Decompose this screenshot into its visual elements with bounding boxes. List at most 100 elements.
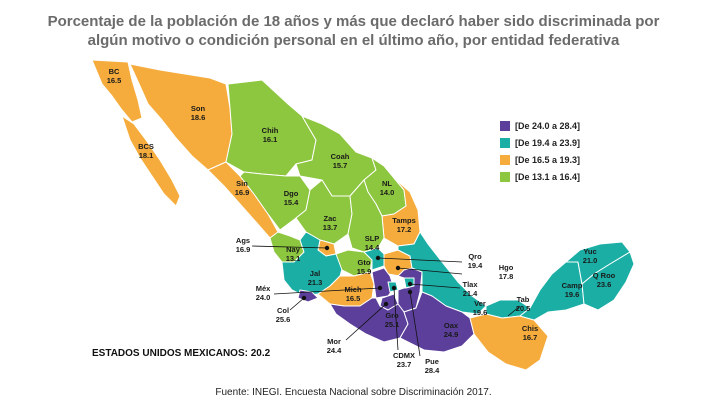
leader-cdmx: [393, 287, 399, 351]
label-sin: Sin 16.9: [235, 179, 250, 197]
legend-item-2: [De 19.4 a 23.9]: [500, 135, 580, 150]
label-ags: Ags 16.9: [236, 236, 251, 254]
label-son-value: 18.6: [191, 113, 206, 122]
label-camp: Camp 19.6: [562, 281, 583, 299]
label-jal-value: 21.3: [308, 278, 323, 287]
state-ver[interactable]: [397, 231, 487, 315]
label-dgo: Dgo 15.4: [284, 189, 299, 207]
state-bcs[interactable]: [121, 115, 181, 207]
legend-swatch-2: [500, 137, 510, 148]
label-tlax-code: Tlax: [462, 280, 478, 289]
dot-mex: [377, 285, 383, 291]
state-slp[interactable]: [347, 179, 385, 253]
label-tamps-value: 17.2: [397, 225, 412, 234]
label-slp-value: 14.4: [365, 243, 380, 252]
label-tamps-code: Tamps: [392, 216, 416, 225]
label-oax-code: Oax: [444, 321, 459, 330]
state-chis[interactable]: [469, 313, 549, 371]
label-sin-value: 16.9: [235, 188, 250, 197]
label-bcs-code: BCS: [138, 142, 154, 151]
label-hgo-value: 17.8: [499, 272, 514, 281]
label-yuc: Yuc 21.0: [583, 247, 598, 265]
legend-item-1: [De 24.0 a 28.4]: [500, 118, 580, 133]
leader-mex: [273, 287, 381, 295]
source-note: Fuente: INEGI. Encuesta Nacional sobre D…: [215, 387, 492, 398]
label-ver: Ver 19.6: [473, 299, 488, 317]
state-zac[interactable]: [295, 179, 353, 245]
legend-swatch-3: [500, 154, 510, 165]
state-bc[interactable]: [91, 59, 143, 123]
leader-dots: [301, 245, 413, 307]
label-bc-value: 16.5: [107, 76, 122, 85]
label-gto-value: 15.9: [357, 267, 372, 276]
state-qroo[interactable]: [581, 251, 635, 311]
dot-pue: [407, 289, 413, 295]
label-oax-value: 24.9: [444, 330, 459, 339]
label-coah-code: Coah: [331, 152, 350, 161]
state-gto[interactable]: [335, 249, 373, 277]
label-bc: BC 16.5: [107, 67, 122, 85]
leader-qro: [377, 257, 463, 263]
leader-ags: [251, 245, 328, 249]
leader-tlax: [409, 283, 461, 289]
label-coah-value: 15.7: [333, 161, 348, 170]
label-cdmx-value: 23.7: [397, 360, 412, 369]
leader-lines: [251, 245, 521, 357]
label-hgo-code: Hgo: [499, 263, 514, 272]
label-nl-value: 14.0: [380, 188, 395, 197]
label-mor-code: Mor: [327, 337, 341, 346]
label-pue: Pue 28.4: [425, 357, 440, 375]
label-col-code: Col: [277, 306, 289, 315]
label-son-code: Son: [191, 104, 206, 113]
label-qroo: Q Roo 23.6: [593, 271, 616, 289]
label-pue-value: 28.4: [425, 366, 440, 375]
label-mor-value: 24.4: [327, 346, 342, 355]
label-chih: Chih 16.1: [262, 126, 279, 144]
label-nay: Nay 13.1: [286, 245, 301, 263]
label-ver-value: 19.6: [473, 308, 488, 317]
legend-item-3: [De 16.5 a 19.3]: [500, 152, 580, 167]
label-ags-value: 16.9: [236, 245, 251, 254]
label-chis-value: 16.7: [523, 333, 538, 342]
label-mex-value: 24.0: [256, 293, 271, 302]
label-coah: Coah 15.7: [331, 152, 350, 170]
label-qroo-value: 23.6: [597, 280, 612, 289]
state-tamps[interactable]: [381, 177, 421, 247]
label-nl: NL 14.0: [380, 179, 395, 197]
leader-pue: [409, 291, 421, 357]
label-gro-value: 25.1: [385, 320, 400, 329]
label-camp-value: 19.6: [565, 290, 580, 299]
label-mex-code: Méx: [256, 284, 271, 293]
label-yuc-value: 21.0: [583, 256, 598, 265]
label-slp-code: SLP: [365, 234, 380, 243]
title-line-1: Porcentaje de la población de 18 años y …: [47, 13, 660, 30]
legend-label-4: [De 13.1 a 16.4]: [515, 171, 581, 182]
title-line-2: algún motivo o condición personal en el …: [87, 32, 620, 49]
label-cdmx-code: CDMX: [393, 351, 415, 360]
label-zac-value: 13.7: [323, 223, 338, 232]
legend-label-1: [De 24.0 a 28.4]: [515, 120, 581, 131]
national-total: ESTADOS UNIDOS MEXICANOS: 20.2: [92, 348, 271, 359]
state-chih[interactable]: [225, 79, 317, 177]
dot-qro: [375, 255, 381, 261]
label-hgo: Hgo 17.8: [499, 263, 514, 281]
label-dgo-value: 15.4: [284, 198, 299, 207]
dot-mor: [383, 301, 389, 307]
leader-tab: [507, 305, 521, 317]
leader-mor: [345, 303, 387, 341]
state-labels: BC 16.5 BCS 18.1 Son 18.6 Chih 16.1 Coah…: [107, 67, 616, 375]
label-tab: Tab 20.5: [516, 295, 531, 313]
label-chis-code: Chis: [522, 324, 538, 333]
label-col-value: 25.6: [276, 315, 291, 324]
legend-swatch-1: [500, 120, 510, 131]
label-gro: Gro 25.1: [385, 311, 400, 329]
label-gto-code: Gto: [358, 258, 371, 267]
label-nay-value: 13.1: [286, 254, 301, 263]
legend-item-4: [De 13.1 a 16.4]: [500, 169, 580, 184]
label-dgo-code: Dgo: [284, 189, 299, 198]
legend: [De 24.0 a 28.4] [De 19.4 a 23.9] [De 16…: [500, 118, 580, 186]
label-gto: Gto 15.9: [357, 258, 372, 276]
label-nay-code: Nay: [286, 245, 301, 254]
label-qro: Qro 19.4: [468, 252, 483, 270]
